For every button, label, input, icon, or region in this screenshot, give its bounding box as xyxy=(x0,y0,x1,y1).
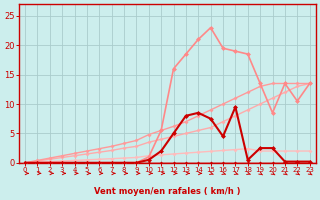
X-axis label: Vent moyen/en rafales ( km/h ): Vent moyen/en rafales ( km/h ) xyxy=(94,187,241,196)
